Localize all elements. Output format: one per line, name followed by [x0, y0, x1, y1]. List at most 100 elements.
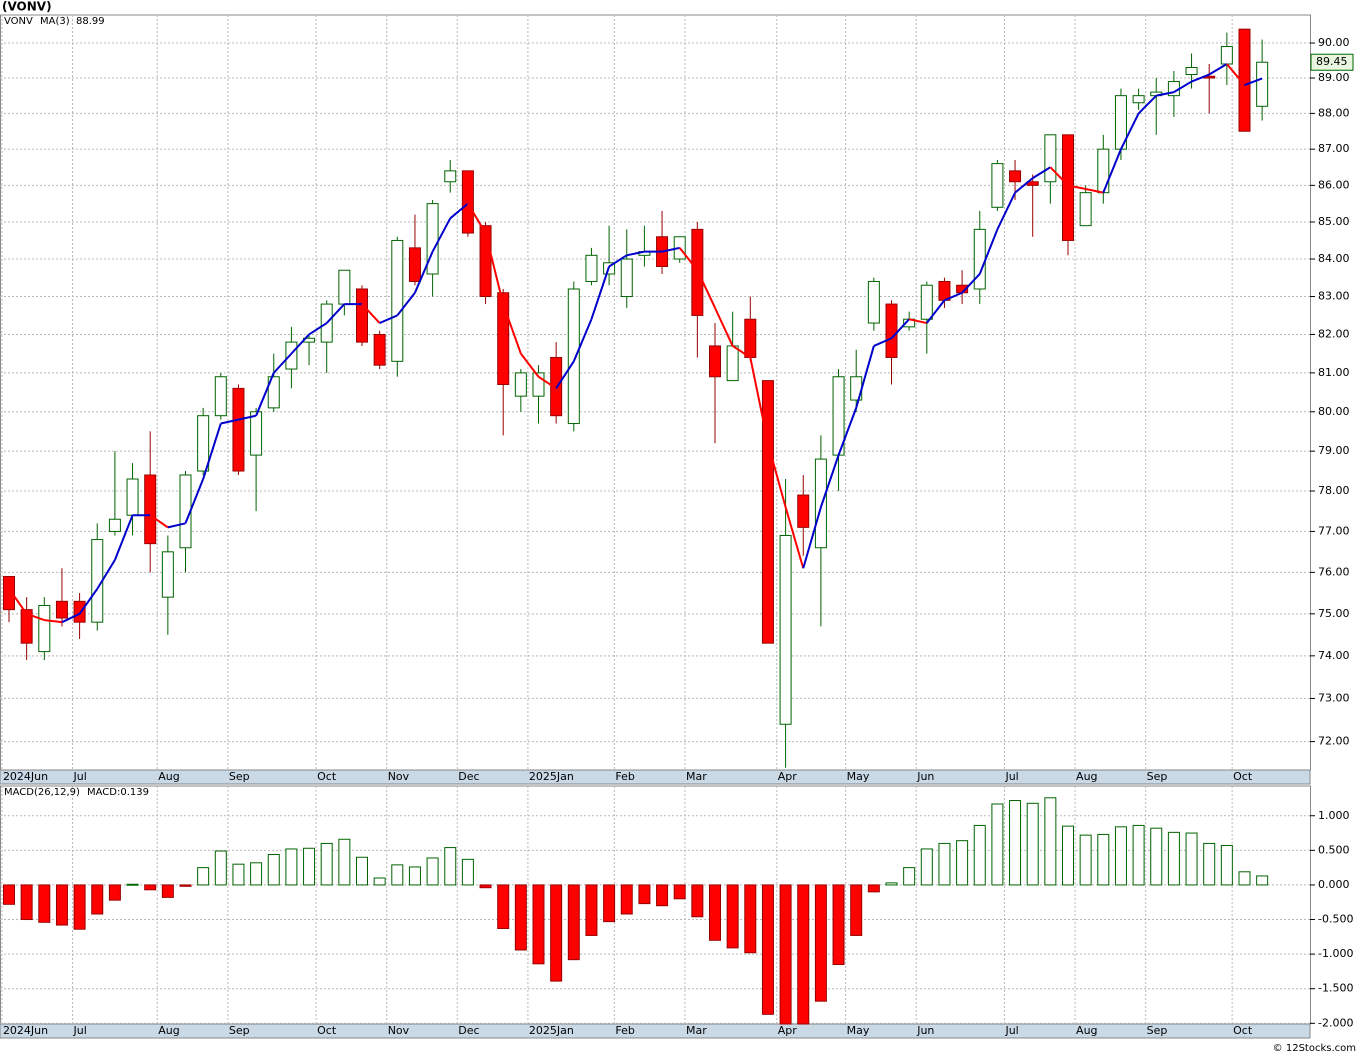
ma-line: [78, 588, 99, 615]
candle-body: [356, 288, 368, 343]
ma-line: [255, 372, 275, 417]
ma-line: [944, 291, 963, 302]
macd-bar: [779, 884, 792, 1025]
candle-body: [532, 372, 545, 397]
ma-line: [784, 506, 805, 569]
ma-line: [555, 360, 575, 389]
candle-body: [444, 170, 457, 183]
macd-bar: [603, 884, 616, 923]
ma-line: [1208, 63, 1228, 76]
macd-bar: [567, 884, 580, 961]
candle-body: [1132, 95, 1145, 104]
x-tick-label: Jul: [73, 770, 87, 783]
candle-body: [567, 288, 580, 425]
candle-body: [250, 411, 263, 456]
macd-bar: [1044, 797, 1057, 886]
x-tick-label: Feb: [615, 1024, 634, 1037]
ma-line: [414, 251, 434, 294]
macd-bar: [920, 848, 933, 886]
ma-line: [396, 292, 416, 317]
macd-bar: [338, 838, 351, 886]
macd-bar: [1256, 875, 1269, 886]
candle-body: [885, 303, 898, 358]
y-tick-label: 72.00: [1318, 735, 1350, 748]
macd-bar: [356, 856, 368, 886]
x-tick-label: Apr: [778, 1024, 798, 1037]
macd-bar: [108, 884, 121, 901]
candle-body: [938, 280, 951, 301]
ma-line: [819, 454, 840, 508]
candle-body: [620, 258, 633, 298]
x-tick-label: Dec: [458, 1024, 479, 1037]
candle-body: [709, 345, 721, 378]
candle-body: [1097, 148, 1110, 194]
last-price-box: [1310, 53, 1354, 71]
ma-line: [184, 478, 205, 524]
candle-body: [1220, 46, 1233, 65]
y-tick-label: 0.000: [1318, 878, 1350, 891]
ma-line: [837, 407, 858, 456]
ma-line: [361, 303, 381, 324]
y-tick-label: 81.00: [1318, 366, 1350, 379]
ma-line: [855, 345, 875, 409]
plot-area: [0, 14, 1311, 771]
candle-body: [20, 609, 33, 644]
macd-bar: [691, 884, 704, 918]
macd-bar: [1167, 831, 1180, 886]
macd-bar: [126, 883, 139, 886]
macd-bar: [1150, 827, 1163, 886]
candle-body: [161, 551, 174, 598]
ma-line: [1032, 166, 1051, 179]
ma-line: [467, 203, 487, 234]
y-tick-label: 80.00: [1318, 405, 1350, 418]
ma-line: [890, 318, 910, 339]
macd-bar: [161, 884, 174, 898]
ma-line: [290, 333, 310, 355]
candle-body: [726, 345, 739, 382]
y-tick-label: 89.00: [1318, 71, 1350, 84]
y-tick-label: 73.00: [1318, 691, 1350, 704]
ma-line: [449, 202, 469, 220]
y-tick-label: 1.000: [1318, 809, 1350, 822]
macd-bar: [885, 882, 898, 886]
macd-bar: [144, 884, 157, 891]
y-tick-label: 86.00: [1318, 178, 1350, 191]
macd-name: MACD(26,12,9): [4, 787, 80, 798]
y-tick-label: 78.00: [1318, 484, 1350, 497]
macd-bar: [761, 884, 774, 1015]
ma-line: [167, 522, 186, 529]
watermark: © 12Stocks.com: [1273, 1043, 1356, 1054]
ma-line: [308, 322, 328, 336]
candle-body: [1062, 134, 1074, 241]
candle-body: [867, 280, 880, 324]
candle-body: [779, 534, 792, 725]
y-tick-label: -1.500: [1318, 982, 1353, 995]
x-tick-label: Nov: [388, 770, 410, 783]
x-tick-label: 2025Jan: [529, 770, 574, 783]
x-tick-label: Sep: [229, 770, 250, 783]
macd-bar: [38, 884, 51, 923]
macd-bar: [797, 884, 810, 1025]
ma-line: [1137, 94, 1157, 115]
candle-body: [38, 604, 51, 653]
candle-body: [497, 292, 510, 386]
candle-body: [991, 163, 1004, 208]
ma-line: [1226, 63, 1246, 86]
macd-bar: [1185, 832, 1198, 886]
macd-bar: [179, 884, 192, 887]
macd-bar: [903, 867, 916, 886]
macd-bar: [956, 840, 969, 886]
x-tick-label: Feb: [615, 770, 634, 783]
y-tick-label: -1.000: [1318, 947, 1353, 960]
ma-line: [537, 375, 557, 390]
y-tick-label: 88.00: [1318, 106, 1350, 119]
ma-line: [802, 506, 822, 569]
candle-body: [338, 269, 351, 305]
candle-body: [1238, 28, 1251, 132]
macd-bar: [497, 884, 510, 930]
macd-bar: [3, 884, 15, 905]
ma-line: [273, 352, 293, 374]
ma-line: [520, 353, 540, 378]
y-tick-label: 79.00: [1318, 444, 1350, 457]
